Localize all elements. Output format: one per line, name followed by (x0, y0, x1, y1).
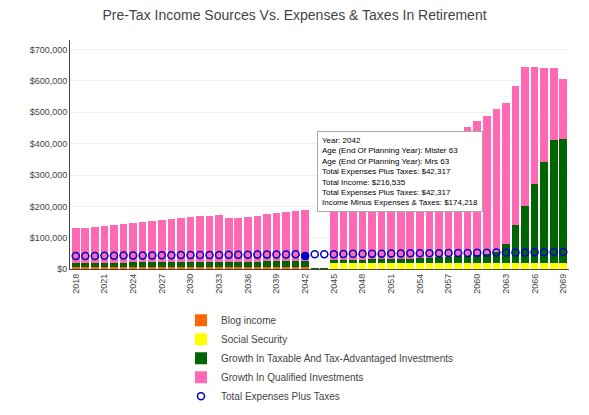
svg-text:$700,000: $700,000 (30, 45, 68, 55)
svg-text:2051: 2051 (386, 274, 396, 294)
svg-text:Growth In Qualified Investment: Growth In Qualified Investments (221, 372, 363, 383)
svg-text:2036: 2036 (243, 274, 253, 294)
svg-text:2042: 2042 (300, 274, 310, 294)
svg-text:Blog income: Blog income (221, 315, 276, 326)
svg-text:$300,000: $300,000 (30, 170, 68, 180)
svg-text:Total Expenses Plus Taxes: Total Expenses Plus Taxes (221, 391, 340, 402)
svg-text:2030: 2030 (185, 274, 195, 294)
svg-text:Year: 2042Age (End Of Planning: Year: 2042Age (End Of Planning Year): Mi… (322, 136, 478, 207)
svg-text:2048: 2048 (357, 274, 367, 294)
svg-text:2054: 2054 (415, 274, 425, 294)
svg-text:2063: 2063 (501, 274, 511, 294)
svg-text:2060: 2060 (472, 274, 482, 294)
svg-text:$100,000: $100,000 (30, 233, 68, 243)
svg-text:$500,000: $500,000 (30, 107, 68, 117)
svg-text:2069: 2069 (558, 274, 568, 294)
svg-text:2027: 2027 (157, 274, 167, 294)
svg-text:2066: 2066 (530, 274, 540, 294)
svg-text:2039: 2039 (271, 274, 281, 294)
svg-text:Social Security: Social Security (221, 334, 287, 345)
svg-text:$600,000: $600,000 (30, 76, 68, 86)
svg-text:2057: 2057 (443, 274, 453, 294)
svg-text:Pre-Tax Income Sources Vs. Exp: Pre-Tax Income Sources Vs. Expenses & Ta… (102, 7, 486, 23)
svg-text:2024: 2024 (128, 274, 138, 294)
svg-text:2045: 2045 (329, 274, 339, 294)
svg-text:2033: 2033 (214, 274, 224, 294)
svg-text:$400,000: $400,000 (30, 139, 68, 149)
svg-text:2021: 2021 (99, 274, 109, 294)
svg-text:$0: $0 (57, 264, 67, 274)
svg-text:$200,000: $200,000 (30, 202, 68, 212)
svg-text:2018: 2018 (71, 274, 81, 294)
svg-text:Growth In Taxable And Tax-Adva: Growth In Taxable And Tax-Advantaged Inv… (221, 353, 453, 364)
